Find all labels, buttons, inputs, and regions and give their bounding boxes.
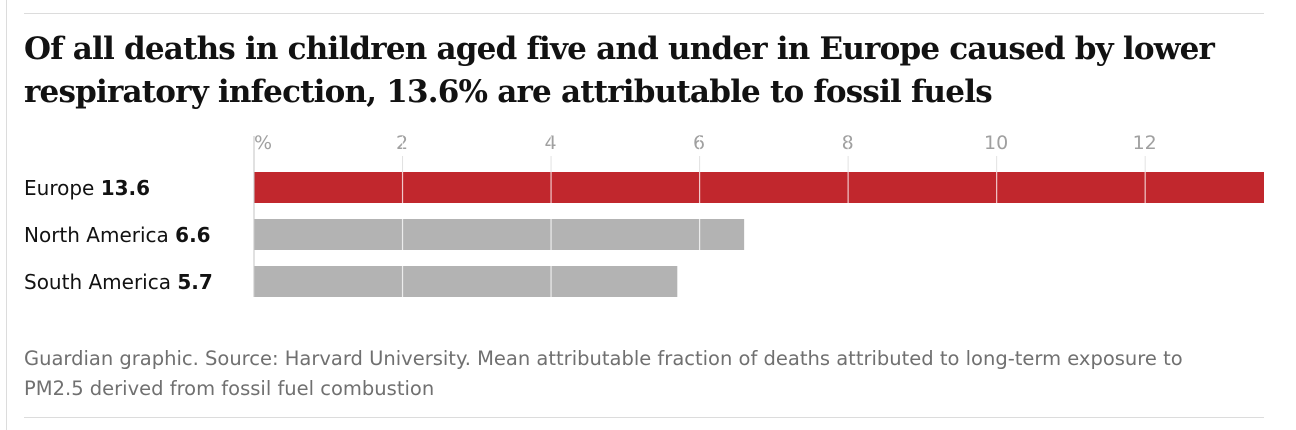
category-label: North America 6.6 [24,223,211,247]
chart-title: Of all deaths in children aged five and … [24,31,1215,110]
value-label: 5.7 [177,270,212,294]
value-label: 6.6 [175,223,210,247]
source-note: Guardian graphic. Source: Harvard Univer… [24,347,1183,400]
x-tick-label: % [254,132,272,154]
value-label: 13.6 [101,176,150,200]
bar-europe [254,172,1264,203]
bottom-rule [24,417,1264,418]
top-rule [24,13,1264,14]
category-label: South America 5.7 [24,270,213,294]
frame-left-border [6,0,7,430]
category-name: North America [24,223,175,247]
category-label: Europe 13.6 [24,176,150,200]
bar-south-america [254,266,678,297]
category-name: Europe [24,176,101,200]
category-name: South America [24,270,177,294]
bar-north-america [254,219,745,250]
